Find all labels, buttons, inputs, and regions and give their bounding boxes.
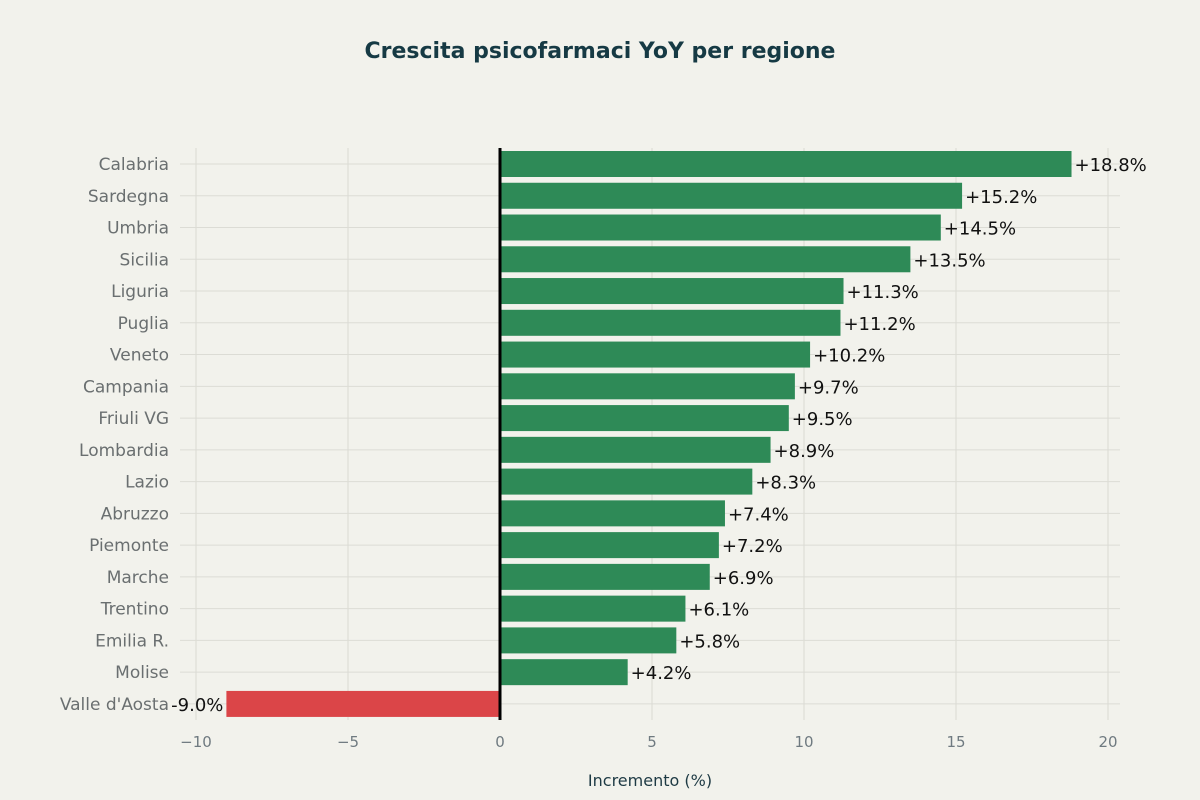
bar [500,563,710,590]
x-tick-label: −5 [337,733,359,751]
data-label: +7.4% [728,504,789,525]
bars [226,151,1072,717]
category-label: Calabria [99,155,169,175]
category-label: Lazio [125,473,169,493]
category-label: Sicilia [120,250,169,270]
category-label: Campania [83,377,169,397]
bar [500,341,811,368]
bar [500,214,941,241]
data-label: +13.5% [913,250,985,271]
category-label: Veneto [110,346,169,366]
data-label: +15.2% [965,187,1037,208]
data-label: +18.8% [1075,155,1147,176]
data-label: +5.8% [679,631,740,652]
bar [500,405,789,432]
bar [500,627,677,654]
data-label: +7.2% [722,536,783,557]
category-label: Emilia R. [95,631,169,651]
data-label: +4.2% [631,663,692,684]
bar [500,468,753,495]
category-label: Liguria [111,282,169,302]
data-label: +6.1% [688,600,749,621]
category-label: Valle d'Aosta [60,695,169,715]
bar [500,151,1072,177]
chart-title: Crescita psicofarmaci YoY per regione [365,39,836,64]
bar [500,278,844,305]
bar [500,659,628,686]
category-label: Trentino [100,600,169,620]
data-label: +8.3% [755,473,816,494]
x-tick-label: 10 [794,733,813,751]
category-label: Umbria [107,219,169,239]
x-tick-label: −10 [180,733,212,751]
x-tick-label: 15 [946,733,965,751]
category-label: Lombardia [79,441,169,461]
data-label: +10.2% [813,346,885,367]
bar [500,595,686,622]
bar [500,373,795,400]
bar [500,532,719,559]
bar [500,182,963,209]
data-label: +11.3% [847,282,919,303]
bar [500,500,725,527]
category-label: Molise [115,663,169,683]
category-label: Abruzzo [101,504,169,524]
x-tick-label: 20 [1098,733,1117,751]
bar [500,309,841,336]
data-label: +6.9% [713,568,774,589]
x-tick-label: 5 [647,733,657,751]
category-label: Piemonte [89,536,169,556]
data-labels: +18.8% +15.2% +14.5% +13.5% +11.3% +11.2% +10.… [171,155,1147,716]
bar [226,690,500,717]
data-label: -9.0% [171,695,223,716]
category-labels: Calabria Sardegna Umbria Sicilia Liguria Pugl… [60,155,169,715]
data-label: +9.7% [798,377,859,398]
bar [500,246,911,273]
bar [500,436,771,463]
x-tick-labels: −10 −5 0 5 10 15 20 [180,733,1117,751]
category-label: Puglia [118,314,169,334]
data-label: +14.5% [944,219,1016,240]
data-label: +11.2% [843,314,915,335]
data-label: +8.9% [774,441,835,462]
x-axis-label: Incremento (%) [588,771,712,790]
category-label: Marche [107,568,169,588]
category-label: Sardegna [88,187,169,207]
category-label: Friuli VG [98,409,169,429]
x-tick-label: 0 [495,733,505,751]
data-label: +9.5% [792,409,853,430]
